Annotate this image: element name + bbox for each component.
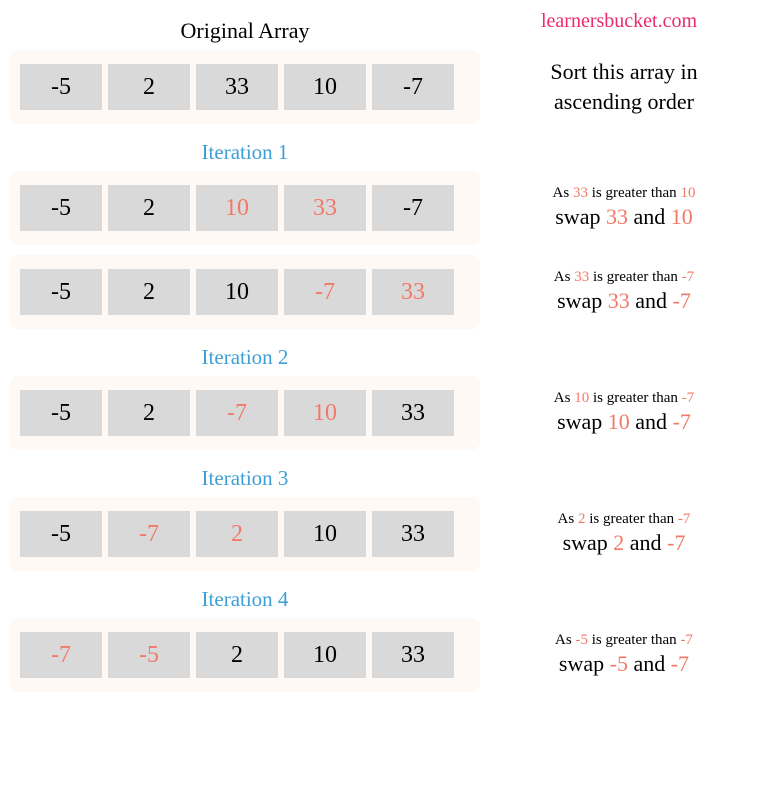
desc-col: As 33 is greater than -7swap 33 and -7 <box>480 258 758 326</box>
desc-swap: swap 33 and -7 <box>554 287 694 316</box>
desc-col: As 33 is greater than 10swap 33 and 10 <box>480 174 758 242</box>
header-row: Original Array learnersbucket.com <box>10 10 758 48</box>
original-array: -523310-7 <box>20 64 470 110</box>
array-cell: -7 <box>20 632 102 678</box>
array-cell: -5 <box>108 632 190 678</box>
array-cell: -5 <box>20 185 102 231</box>
array-cell: 2 <box>108 390 190 436</box>
arrays-col: -52-71033 <box>10 374 480 452</box>
array-wrap: -521033-7 <box>10 171 480 245</box>
desc-swap: swap 2 and -7 <box>558 529 691 558</box>
array-cell: -7 <box>372 64 454 110</box>
original-array-title: Original Array <box>10 10 480 48</box>
array-row: -52-71033 <box>20 390 470 436</box>
desc-block: As 33 is greater than -7swap 33 and -7 <box>554 268 694 316</box>
array-cell: 2 <box>108 269 190 315</box>
arrays-col: -5210-733 <box>10 253 480 331</box>
array-wrap: -5210-733 <box>10 255 480 329</box>
step-section: -5-721033 As 2 is greater than -7swap 2 a… <box>10 495 758 573</box>
array-row: -5210-733 <box>20 269 470 315</box>
array-wrap: -5-721033 <box>10 497 480 571</box>
desc-block: As 33 is greater than 10swap 33 and 10 <box>553 184 696 232</box>
arrays-col: -7-521033 <box>10 616 480 694</box>
array-row: -521033-7 <box>20 185 470 231</box>
array-cell: -7 <box>284 269 366 315</box>
array-cell: 33 <box>196 64 278 110</box>
desc-comparison: As 33 is greater than -7 <box>554 268 694 288</box>
array-cell: 2 <box>196 632 278 678</box>
desc-comparison: As -5 is greater than -7 <box>555 631 693 651</box>
array-wrap: -523310-7 <box>10 50 480 124</box>
desc-comparison: As 10 is greater than -7 <box>554 389 694 409</box>
desc-col: As 10 is greater than -7swap 10 and -7 <box>480 379 758 447</box>
desc-comparison: As 33 is greater than 10 <box>553 184 696 204</box>
array-cell: -7 <box>372 185 454 231</box>
array-cell: -7 <box>108 511 190 557</box>
array-cell: 33 <box>372 390 454 436</box>
arrays-col: -521033-7 <box>10 169 480 247</box>
desc-swap: swap 10 and -7 <box>554 408 694 437</box>
arrays-col: -5-721033 <box>10 495 480 573</box>
array-cell: 33 <box>284 185 366 231</box>
array-cell: 33 <box>372 269 454 315</box>
iteration-title: Iteration 1 <box>10 132 480 169</box>
desc-swap: swap -5 and -7 <box>555 650 693 679</box>
iteration-title: Iteration 2 <box>10 337 480 374</box>
array-wrap: -7-521033 <box>10 618 480 692</box>
desc-col: As -5 is greater than -7swap -5 and -7 <box>480 621 758 689</box>
iteration-title: Iteration 3 <box>10 458 480 495</box>
step-section: -52-71033 As 10 is greater than -7swap 10… <box>10 374 758 452</box>
array-cell: 2 <box>108 64 190 110</box>
instruction-col: Sort this array in ascending order <box>480 57 758 116</box>
array-cell: 10 <box>284 64 366 110</box>
desc-comparison: As 2 is greater than -7 <box>558 510 691 530</box>
array-cell: 10 <box>284 390 366 436</box>
array-cell: -5 <box>20 269 102 315</box>
array-cell: -5 <box>20 64 102 110</box>
array-wrap: -52-71033 <box>10 376 480 450</box>
instruction-text: Sort this array in ascending order <box>550 57 697 116</box>
desc-block: As 2 is greater than -7swap 2 and -7 <box>558 510 691 558</box>
array-cell: -5 <box>20 390 102 436</box>
original-section: -523310-7 Sort this array in ascending o… <box>10 48 758 126</box>
step-section: -521033-7 As 33 is greater than 10swap 33… <box>10 169 758 247</box>
array-cell: 33 <box>372 632 454 678</box>
array-cell: 2 <box>108 185 190 231</box>
array-cell: 10 <box>196 269 278 315</box>
original-arrays-col: -523310-7 <box>10 48 480 126</box>
array-cell: -5 <box>20 511 102 557</box>
iteration-title: Iteration 4 <box>10 579 480 616</box>
array-cell: 2 <box>196 511 278 557</box>
array-cell: 33 <box>372 511 454 557</box>
desc-block: As 10 is greater than -7swap 10 and -7 <box>554 389 694 437</box>
desc-col: As 2 is greater than -7swap 2 and -7 <box>480 500 758 568</box>
brand-label: learnersbucket.com <box>480 10 758 33</box>
step-section: -7-521033 As -5 is greater than -7swap -5… <box>10 616 758 694</box>
desc-block: As -5 is greater than -7swap -5 and -7 <box>555 631 693 679</box>
page: Original Array learnersbucket.com -52331… <box>10 10 758 700</box>
step-section: -5210-733 As 33 is greater than -7swap 33… <box>10 253 758 331</box>
array-row: -7-521033 <box>20 632 470 678</box>
array-row: -5-721033 <box>20 511 470 557</box>
desc-swap: swap 33 and 10 <box>553 203 696 232</box>
array-cell: -7 <box>196 390 278 436</box>
array-cell: 10 <box>284 632 366 678</box>
instruction-line1: Sort this array in <box>550 59 697 84</box>
array-cell: 10 <box>196 185 278 231</box>
iterations-container: Iteration 1-521033-7As 33 is greater tha… <box>10 132 758 700</box>
instruction-line2: ascending order <box>554 89 694 114</box>
array-cell: 10 <box>284 511 366 557</box>
